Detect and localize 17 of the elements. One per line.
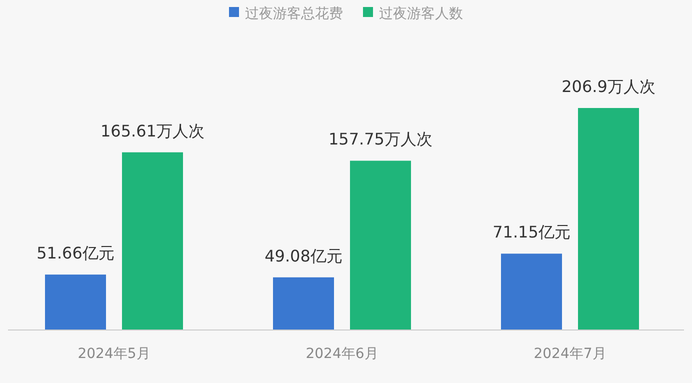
bar: [45, 274, 106, 330]
x-tick-label: 2024年7月: [534, 346, 606, 362]
bar: [350, 160, 411, 330]
bar: [273, 277, 334, 330]
data-label: 71.15亿元: [492, 222, 570, 242]
data-label: 49.08亿元: [264, 246, 342, 266]
data-label: 157.75万人次: [328, 130, 432, 149]
x-tick-label: 2024年5月: [78, 346, 150, 362]
x-tick-label: 2024年6月: [306, 346, 378, 362]
data-label: 206.9万人次: [562, 77, 656, 96]
bar: [501, 254, 562, 330]
data-label: 165.61万人次: [100, 121, 204, 140]
legend-label: 过夜游客人数: [379, 6, 463, 22]
bar: [122, 152, 183, 330]
data-label: 51.66亿元: [36, 244, 114, 263]
legend-label: 过夜游客总花费: [245, 6, 343, 22]
bar: [578, 108, 639, 330]
